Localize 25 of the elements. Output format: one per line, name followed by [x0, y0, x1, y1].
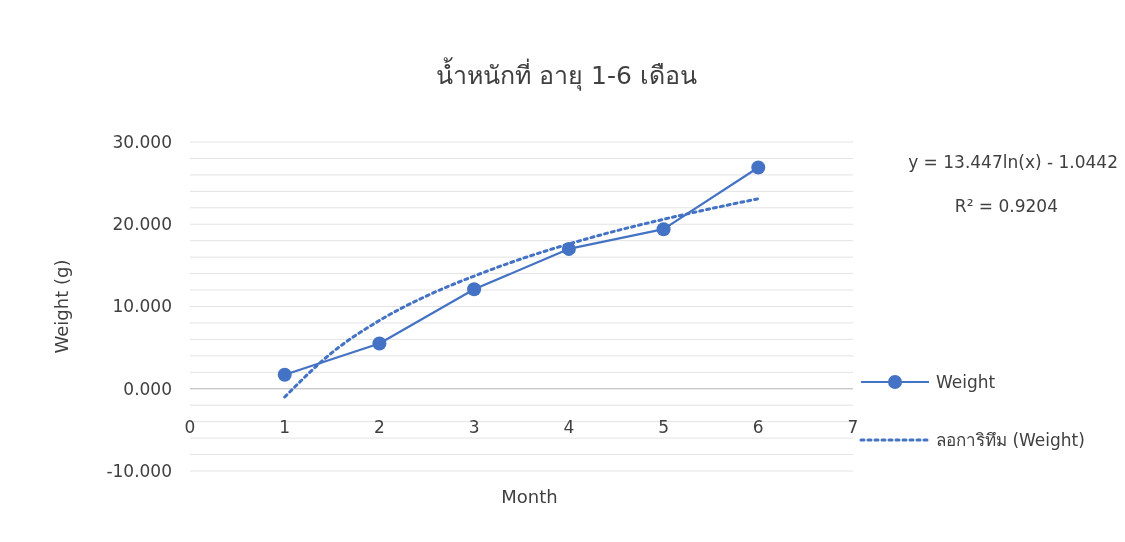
x-tick-label: 0 — [184, 416, 196, 437]
y-tick-label: 30.000 — [112, 131, 172, 152]
y-tick-label: 20.000 — [112, 214, 172, 235]
point — [372, 336, 387, 351]
text: R² = 0.9204 — [954, 196, 1058, 216]
x-tick-label: 7 — [847, 416, 859, 437]
point — [277, 367, 292, 382]
x-tick-label: 1 — [279, 416, 291, 437]
point — [467, 282, 482, 297]
x-axis-title: Month — [501, 486, 558, 507]
point — [751, 160, 766, 175]
text: y = 13.447ln(x) - 1.0442 — [908, 152, 1118, 172]
x-tick-label: 2 — [374, 416, 385, 437]
chart-title: น้ำหนักที่ อายุ 1-6 เดือน — [436, 57, 697, 91]
y-tick-label: -10.000 — [106, 460, 172, 481]
y-tick-label: 10.000 — [112, 296, 172, 317]
x-tick-label: 4 — [563, 416, 575, 437]
point — [656, 222, 671, 237]
y-axis-title: Weight (g) — [51, 259, 72, 354]
x-tick-label: 5 — [658, 416, 669, 437]
x-tick-label: 3 — [468, 416, 480, 437]
x-tick-label: 6 — [752, 416, 764, 437]
legend-label: Weight — [936, 371, 996, 392]
legend-label: ลอการิทึม (Weight) — [936, 429, 1085, 450]
y-tick-label: 0.000 — [123, 378, 172, 399]
